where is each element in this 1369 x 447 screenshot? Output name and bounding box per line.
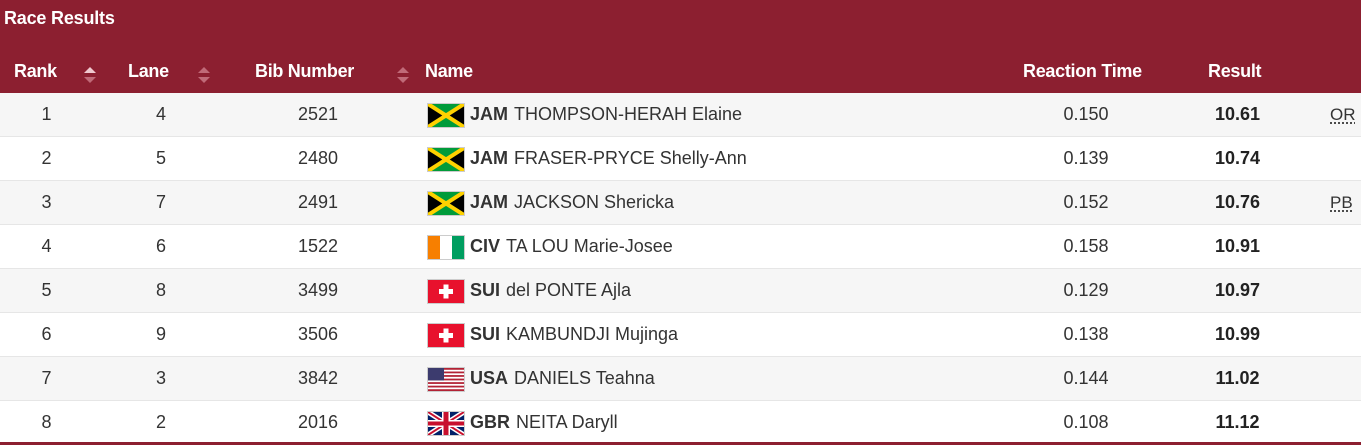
sort-lane-icon[interactable] xyxy=(198,67,211,87)
athlete-name-cell[interactable]: JAM JACKSON Shericka xyxy=(470,181,674,224)
table-row[interactable]: 6 9 3506 SUI KAMBUNDJI Mujinga 0.138 10.99 xyxy=(0,313,1361,357)
result-cell: 10.97 xyxy=(1214,280,1261,300)
switzerland-flag-icon xyxy=(427,279,465,304)
column-header-result: Result xyxy=(1208,61,1262,81)
bib-number-cell: 2480 xyxy=(297,148,339,168)
result-cell: 11.12 xyxy=(1215,412,1260,432)
country-code: USA xyxy=(470,368,509,388)
ivory-coast-flag-icon xyxy=(427,235,465,260)
column-header-name: Name xyxy=(425,61,473,81)
athlete-name-cell[interactable]: CIV TA LOU Marie-Josee xyxy=(470,225,673,268)
athlete-name-cell[interactable]: JAM FRASER-PRYCE Shelly-Ann xyxy=(470,137,747,180)
result-cell: 10.76 xyxy=(1214,192,1261,212)
country-code: SUI xyxy=(470,324,501,344)
lane-cell: 7 xyxy=(155,192,166,212)
athlete-name: FRASER-PRYCE Shelly-Ann xyxy=(514,148,747,168)
bib-number-cell: 1522 xyxy=(297,236,339,256)
reaction-time-cell: 0.158 xyxy=(1063,236,1109,256)
column-header-rank[interactable]: Rank xyxy=(14,61,57,81)
bib-number-cell: 2521 xyxy=(297,104,339,124)
usa-flag-icon xyxy=(427,367,465,392)
athlete-name: DANIELS Teahna xyxy=(514,368,655,388)
country-code: JAM xyxy=(470,192,509,212)
country-code: SUI xyxy=(470,280,501,300)
column-header-reaction-time: Reaction Time xyxy=(1023,61,1142,81)
reaction-time-cell: 0.150 xyxy=(1063,104,1109,124)
athlete-name-cell[interactable]: JAM THOMPSON-HERAH Elaine xyxy=(470,93,742,136)
rank-cell: 5 xyxy=(41,280,52,300)
result-cell: 10.91 xyxy=(1214,236,1261,256)
country-code: JAM xyxy=(470,148,509,168)
switzerland-flag-icon xyxy=(427,323,465,348)
table-row[interactable]: 7 3 3842 USA DANIELS Teahna 0.144 11.02 xyxy=(0,357,1361,401)
athlete-name: KAMBUNDJI Mujinga xyxy=(506,324,679,344)
rank-cell: 3 xyxy=(41,192,52,212)
reaction-time-cell: 0.138 xyxy=(1063,324,1109,344)
column-header-bib[interactable]: Bib Number xyxy=(255,61,355,81)
panel-title: Race Results xyxy=(4,8,115,28)
table-row[interactable]: 1 4 2521 JAM THOMPSON-HERAH Elaine 0.150 10.61… xyxy=(0,93,1361,137)
athlete-name: del PONTE Ajla xyxy=(506,280,632,300)
reaction-time-cell: 0.139 xyxy=(1063,148,1109,168)
rank-cell: 1 xyxy=(41,104,52,124)
athlete-name: JACKSON Shericka xyxy=(514,192,675,212)
athlete-name-cell[interactable]: SUI KAMBUNDJI Mujinga xyxy=(470,313,678,356)
bib-number-cell: 3842 xyxy=(297,368,339,388)
rank-cell: 4 xyxy=(41,236,52,256)
lane-cell: 5 xyxy=(155,148,166,168)
column-header-lane[interactable]: Lane xyxy=(128,61,169,81)
athlete-name: TA LOU Marie-Josee xyxy=(506,236,673,256)
table-row[interactable]: 3 7 2491 JAM JACKSON Shericka 0.152 10.76 PB xyxy=(0,181,1361,225)
rank-cell: 7 xyxy=(41,368,52,388)
sort-rank-icon[interactable] xyxy=(84,67,97,87)
lane-cell: 3 xyxy=(155,368,166,388)
result-cell: 11.02 xyxy=(1215,368,1260,388)
result-cell: 10.61 xyxy=(1214,104,1261,124)
athlete-name-cell[interactable]: GBR NEITA Daryll xyxy=(470,401,618,444)
athlete-name: NEITA Daryll xyxy=(516,412,618,432)
table-row[interactable]: 4 6 1522 CIV TA LOU Marie-Josee 0.158 10.91 xyxy=(0,225,1361,269)
lane-cell: 2 xyxy=(155,412,166,432)
athlete-name-cell[interactable]: SUI del PONTE Ajla xyxy=(470,269,631,312)
table-header: Race Results Rank Lane Bib Number Name R… xyxy=(0,0,1361,93)
result-cell: 10.74 xyxy=(1214,148,1261,168)
jamaica-flag-icon xyxy=(427,191,465,216)
reaction-time-cell: 0.144 xyxy=(1063,368,1109,388)
rank-cell: 8 xyxy=(41,412,52,432)
table-row[interactable]: 2 5 2480 JAM FRASER-PRYCE Shelly-Ann 0.139 10.… xyxy=(0,137,1361,181)
reaction-time-cell: 0.152 xyxy=(1063,192,1109,212)
great-britain-flag-icon xyxy=(427,411,465,436)
lane-cell: 6 xyxy=(155,236,166,256)
lane-cell: 4 xyxy=(155,104,166,124)
rank-cell: 2 xyxy=(41,148,52,168)
sort-bib-icon[interactable] xyxy=(397,67,410,87)
jamaica-flag-icon xyxy=(427,147,465,172)
athlete-name-cell[interactable]: USA DANIELS Teahna xyxy=(470,357,655,400)
reaction-time-cell: 0.129 xyxy=(1063,280,1109,300)
bib-number-cell: 2016 xyxy=(297,412,339,432)
rank-cell: 6 xyxy=(41,324,52,344)
table-row[interactable]: 8 2 2016 GBR NEITA Daryll 0.108 11.12 xyxy=(0,401,1361,445)
table-row[interactable]: 5 8 3499 SUI del PONTE Ajla 0.129 10.97 xyxy=(0,269,1361,313)
athlete-name: THOMPSON-HERAH Elaine xyxy=(514,104,743,124)
bib-number-cell: 3506 xyxy=(297,324,339,344)
bib-number-cell: 2491 xyxy=(297,192,339,212)
record-badge[interactable]: PB xyxy=(1330,193,1353,212)
lane-cell: 9 xyxy=(155,324,166,344)
reaction-time-cell: 0.108 xyxy=(1063,412,1109,432)
country-code: GBR xyxy=(470,412,510,432)
record-badge[interactable]: OR xyxy=(1330,105,1356,124)
jamaica-flag-icon xyxy=(427,103,465,128)
country-code: JAM xyxy=(470,104,509,124)
country-code: CIV xyxy=(470,236,501,256)
bib-number-cell: 3499 xyxy=(297,280,339,300)
result-cell: 10.99 xyxy=(1214,324,1261,344)
results-table-body: 1 4 2521 JAM THOMPSON-HERAH Elaine 0.150 10.61… xyxy=(0,93,1361,445)
lane-cell: 8 xyxy=(155,280,166,300)
